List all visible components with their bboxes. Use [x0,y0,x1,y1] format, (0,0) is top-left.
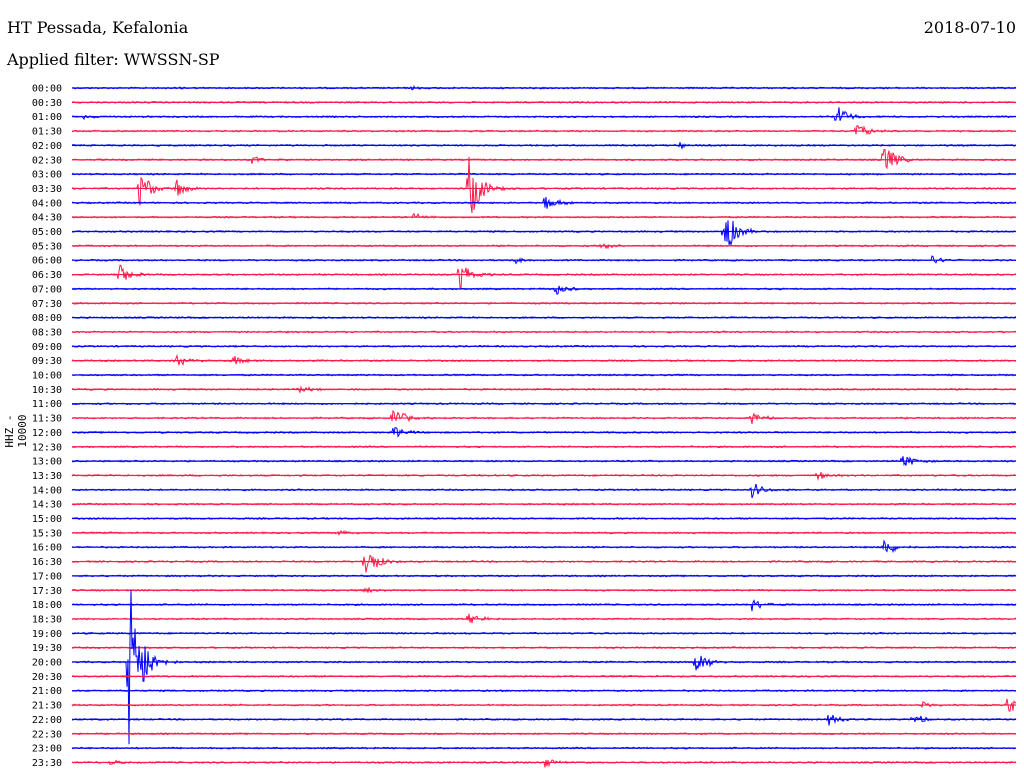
time-tick-label: 20:30 [32,672,62,683]
time-tick-label: 11:00 [32,399,62,410]
time-tick-label: 13:30 [32,471,62,482]
time-tick-label: 11:30 [32,414,62,425]
time-tick-label: 15:30 [32,528,62,539]
trace-line [71,714,1017,726]
trace-line [71,599,1017,612]
station-title: HT Pessada, Kefalonia [7,18,189,37]
trace-line [71,589,1017,745]
time-tick-label: 04:00 [32,198,62,209]
time-tick-label: 01:30 [32,127,62,138]
trace-line [71,264,1017,290]
time-tick-label: 18:00 [32,600,62,611]
time-tick-label: 18:30 [32,614,62,625]
time-tick-label: 01:00 [32,112,62,123]
time-tick-label: 08:00 [32,313,62,324]
trace-line [71,483,1017,499]
time-tick-label: 02:30 [32,155,62,166]
time-tick-label: 20:00 [32,658,62,669]
time-tick-label: 04:30 [32,213,62,224]
time-tick-label: 14:00 [32,485,62,496]
time-tick-label: 12:00 [32,428,62,439]
time-tick-label: 09:00 [32,342,62,353]
time-tick-label: 12:30 [32,442,62,453]
time-tick-label: 21:30 [32,701,62,712]
time-tick-label: 15:00 [32,514,62,525]
time-tick-label: 22:00 [32,715,62,726]
time-tick-label: 06:30 [32,270,62,281]
time-tick-label: 17:00 [32,571,62,582]
time-tick-label: 13:00 [32,457,62,468]
time-tick-label: 03:30 [32,184,62,195]
time-tick-label: 07:00 [32,284,62,295]
trace-line [71,759,1017,768]
time-tick-label: 02:00 [32,141,62,152]
time-tick-label: 16:00 [32,543,62,554]
time-tick-label: 23:30 [32,758,62,769]
time-tick-label: 00:00 [32,84,62,95]
trace-line [71,125,1017,136]
time-tick-label: 07:30 [32,299,62,310]
time-tick-label: 03:00 [32,170,62,181]
time-tick-label: 23:00 [32,744,62,755]
time-tick-label: 10:30 [32,385,62,396]
trace-line [71,148,1017,170]
trace-line [71,156,1017,213]
date-label: 2018-07-10 [923,18,1016,37]
time-tick-label: 05:00 [32,227,62,238]
time-tick-label: 08:30 [32,327,62,338]
time-tick-label: 05:30 [32,241,62,252]
time-tick-label: 00:30 [32,98,62,109]
trace-line [71,107,1017,121]
time-tick-label: 16:30 [32,557,62,568]
trace-line [71,220,1017,247]
time-tick-label: 17:30 [32,586,62,597]
time-tick-label: 19:30 [32,643,62,654]
trace-line [71,285,1017,295]
time-tick-label: 14:30 [32,500,62,511]
time-tick-label: 19:00 [32,629,62,640]
trace-line [71,554,1017,573]
trace-line [71,539,1017,554]
time-tick-label: 09:30 [32,356,62,367]
filter-label: Applied filter: WWSSN-SP [7,50,220,69]
time-tick-label: 21:00 [32,686,62,697]
time-tick-label: 10:00 [32,371,62,382]
time-tick-label: 06:00 [32,256,62,267]
time-tick-label: 22:30 [32,729,62,740]
